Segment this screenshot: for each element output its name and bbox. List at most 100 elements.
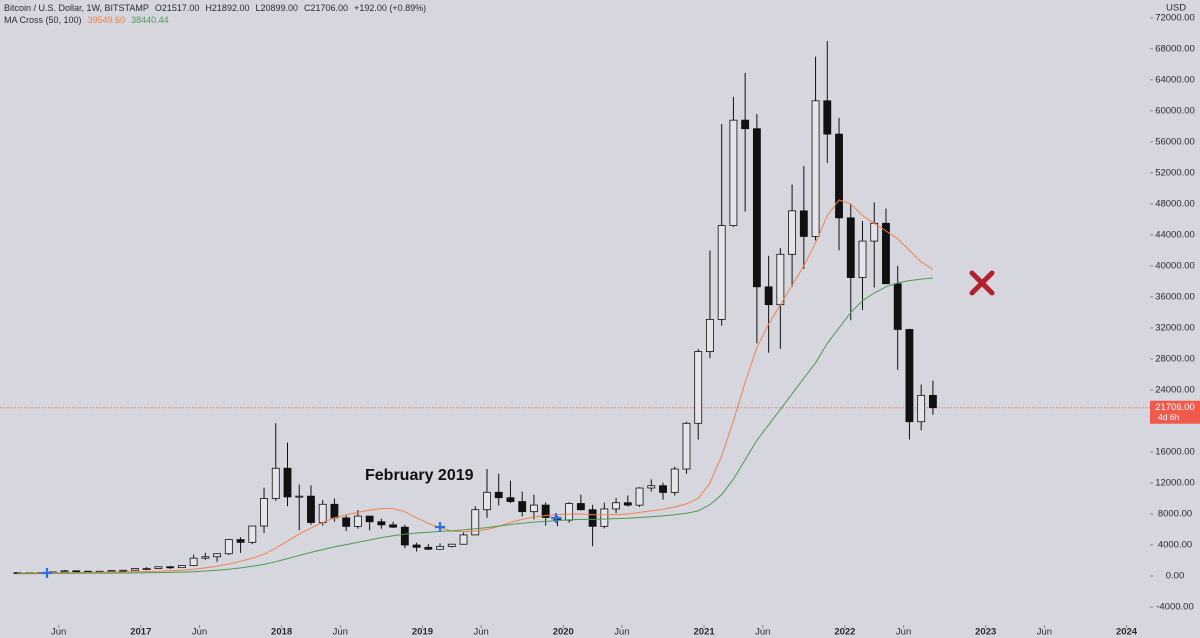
y-tick-label: 28000.00 [1155,353,1195,364]
y-tick-label: 44000.00 [1155,229,1195,240]
x-tick-label: 2018 [271,627,292,638]
y-tick-label: 24000.00 [1155,384,1195,395]
x-tick-label: Jun [333,627,348,638]
y-tick-label: 32000.00 [1155,322,1195,333]
candle-body [717,225,726,320]
indicator-name: MA Cross (50, 100) [4,15,82,25]
candle-body [870,222,879,242]
candle-body [142,568,151,570]
x-tick-label: 2024 [1116,627,1138,638]
candle-body [389,524,398,528]
candle-body [271,467,280,499]
cross-marker [551,513,561,523]
candle-body [295,495,304,498]
x-tick-label: Jun [51,627,66,638]
moving-average [17,277,933,575]
candle-body [764,286,773,306]
candle-body [166,566,175,569]
candle-body [799,210,808,237]
candle-body [119,569,128,572]
candle-body [506,497,515,502]
x-tick-label: 2022 [834,627,855,638]
cross-marker [435,522,445,532]
currency-label: USD [1166,3,1186,14]
y-tick-label: 48000.00 [1155,198,1195,209]
y-tick-label: 56000.00 [1155,136,1195,147]
candle-body [307,495,315,523]
header-line: Bitcoin / U.S. Dollar, 1W, BITSTAMP O2151… [4,3,426,13]
y-tick-label: 60000.00 [1155,105,1195,116]
candle-body [565,503,574,521]
candle-body [659,485,667,493]
y-tick-label: 72000.00 [1155,12,1195,23]
candle-body [576,503,585,511]
candle-body [623,502,632,506]
candle-body [436,545,444,550]
y-tick-label: -4000.00 [1156,602,1194,613]
candle-body [424,546,433,550]
x-tick-label: 2019 [412,627,433,638]
candle-body [107,570,116,572]
indicator-line: MA Cross (50, 100) 39549.60 38440.44 [4,15,169,25]
candle-body [483,491,491,511]
candle-body [177,565,186,569]
candle-body [283,467,292,498]
x-tick-label: 2020 [553,627,574,638]
candle-body [72,570,81,573]
candle-body [588,509,597,527]
candle-body [494,491,503,499]
candle-body [189,557,198,566]
ohlc-close: C21706.00 [304,3,348,13]
candle-body [682,422,691,470]
last-price-tag [1150,400,1200,424]
ohlc-low: L20899.00 [255,3,298,13]
candle-body [447,543,456,547]
candle-body [647,485,656,489]
candle-body [858,240,867,278]
candle-body [131,568,139,571]
candle-body [905,329,914,423]
last-price-label: 21706.00 [1155,402,1195,413]
candle-body [330,503,339,519]
countdown-label: 4d 6h [1158,412,1180,422]
candle-body [670,468,679,493]
ma-fast-value: 39549.60 [88,15,126,25]
candle-body [752,128,761,288]
candle-body [342,517,351,527]
x-tick-label: Jun [192,627,207,638]
candle-body [729,119,738,226]
y-tick-label: 64000.00 [1155,74,1195,85]
candle-body [882,222,890,285]
candle-body [530,504,538,513]
y-tick-label: 52000.00 [1155,167,1195,178]
cross-markers [42,513,561,578]
candle-body [741,119,750,130]
candle-body [224,539,233,555]
y-tick-label: 8000.00 [1158,509,1192,520]
candle-body [201,556,210,559]
candle-body [612,502,620,510]
candle-body [236,539,245,543]
candle-body [260,498,268,527]
candle-body [154,566,163,569]
candle-body [518,501,527,513]
candle-body [600,508,609,527]
candle-body [928,394,937,409]
x-tick-label: Jun [473,627,488,638]
ma-slow-value: 38440.44 [131,15,169,25]
cross-marker [42,568,52,578]
x-tick-label: 2017 [130,627,151,638]
x-tick-label: Jun [1037,627,1052,638]
y-tick-label: 16000.00 [1155,446,1195,457]
candle-body [459,534,468,545]
y-tick-label: 40000.00 [1155,260,1195,271]
annotation: February 2019 [365,467,474,484]
x-tick-label: 2021 [694,627,716,638]
plot-area [0,41,1150,575]
candle-body [353,515,362,527]
candle-body [541,504,550,518]
candle-body [917,394,926,423]
y-tick-label: 0.00 [1166,571,1185,582]
